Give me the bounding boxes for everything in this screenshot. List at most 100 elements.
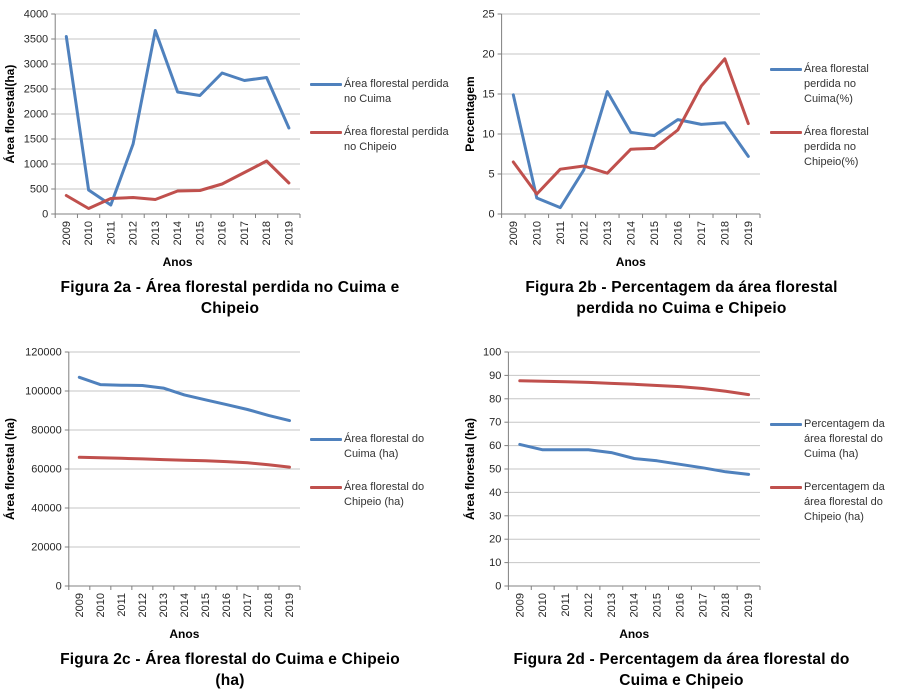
svg-text:2009: 2009 [74, 593, 86, 617]
svg-text:100: 100 [483, 347, 501, 359]
svg-text:2009: 2009 [508, 221, 520, 245]
legend-label: Área florestal do Chipeio (ha) [344, 481, 425, 508]
legend-item: Área florestal perdida no Cuima [310, 77, 456, 107]
figure-2a: 0 500 1000 1500 2000 2500 3000 3500 4000 2009 2010… [0, 0, 460, 338]
legend-line-swatch [770, 68, 802, 72]
svg-text:2013: 2013 [150, 221, 162, 245]
svg-text:2019: 2019 [284, 593, 296, 617]
legend-label: Área florestal do Cuima (ha) [344, 433, 425, 461]
chart-2d-canvas: 0 10 20 30 40 50 60 70 80 90 100 2009 2010 2011 2012 20… [462, 347, 761, 641]
legend-item: Área florestal perdida no Cuima(%) [770, 62, 903, 107]
chart-2c-legend: Área florestal do Cuima (ha) Área florest… [310, 432, 456, 509]
legend-item: Área florestal perdida no Chipeio [310, 125, 456, 155]
svg-text:2012: 2012 [583, 593, 595, 617]
svg-text:2017: 2017 [696, 221, 708, 245]
svg-text:2010: 2010 [95, 593, 107, 617]
legend-item: Área florestal do Chipeio (ha) [310, 480, 456, 510]
svg-text:2014: 2014 [172, 221, 184, 245]
svg-text:40: 40 [489, 487, 501, 499]
svg-text:80: 80 [489, 393, 501, 405]
svg-text:2015: 2015 [200, 593, 212, 617]
svg-text:2011: 2011 [560, 593, 572, 617]
figure-2b-chart-area: 0 5 10 15 20 25 2009 2010 2011 2012 2013 2014 2015 20… [460, 0, 903, 272]
svg-text:4000: 4000 [24, 9, 48, 21]
legend-line-swatch [310, 83, 342, 87]
svg-text:20: 20 [489, 534, 501, 546]
svg-text:2019: 2019 [743, 593, 755, 617]
svg-text:2014: 2014 [625, 221, 637, 245]
svg-text:3500: 3500 [24, 34, 48, 46]
svg-text:2016: 2016 [672, 221, 684, 245]
chart-2a-legend: Área florestal perdida no Cuima Área flor… [310, 77, 456, 154]
svg-text:20: 20 [482, 49, 494, 61]
svg-text:30: 30 [489, 510, 501, 522]
svg-text:2019: 2019 [283, 221, 295, 245]
legend-line-swatch [770, 486, 802, 489]
figure-2a-chart-area: 0 500 1000 1500 2000 2500 3000 3500 4000 2009 2010… [0, 0, 460, 272]
svg-text:500: 500 [30, 184, 48, 196]
svg-text:25: 25 [482, 9, 494, 21]
svg-text:2000: 2000 [24, 109, 48, 121]
svg-text:2013: 2013 [606, 593, 618, 617]
svg-text:2010: 2010 [531, 221, 543, 245]
svg-text:3000: 3000 [24, 59, 48, 71]
svg-text:2011: 2011 [555, 221, 567, 245]
svg-text:1500: 1500 [24, 134, 48, 146]
chart-2c-canvas: 0 20000 40000 60000 80000 100000 120000 2009 201… [2, 347, 301, 641]
svg-text:70: 70 [489, 417, 501, 429]
legend-item: Área florestal perdida no Chipeio(%) [770, 125, 903, 170]
svg-text:60000: 60000 [31, 464, 62, 476]
figure-2d-caption: Figura 2d - Percentagem da área floresta… [513, 651, 850, 689]
svg-text:2009: 2009 [514, 593, 526, 617]
svg-text:2018: 2018 [261, 221, 273, 245]
figure-2d: 0 10 20 30 40 50 60 70 80 90 100 2009 2010 2011 2012 20… [460, 338, 903, 697]
svg-text:2018: 2018 [720, 593, 732, 617]
svg-text:2018: 2018 [719, 221, 731, 245]
svg-text:2500: 2500 [24, 84, 48, 96]
svg-text:80000: 80000 [31, 425, 62, 437]
figure-2c-chart-area: 0 20000 40000 60000 80000 100000 120000 2009 201… [0, 338, 460, 644]
svg-text:100000: 100000 [25, 386, 62, 398]
legend-item: Percentagem da área florestal do Cuima (… [770, 417, 903, 462]
legend-line-swatch [310, 131, 342, 134]
legend-line-swatch [770, 423, 802, 427]
svg-text:5: 5 [488, 169, 494, 181]
legend-label: Área florestal perdida no Cuima(%) [804, 63, 869, 106]
svg-text:2011: 2011 [116, 593, 128, 617]
svg-text:2015: 2015 [652, 593, 664, 617]
svg-text:2013: 2013 [158, 593, 170, 617]
figure-2b: 0 5 10 15 20 25 2009 2010 2011 2012 2013 2014 2015 20… [460, 0, 903, 338]
svg-text:2010: 2010 [83, 221, 95, 245]
svg-text:Percentagem: Percentagem [463, 76, 477, 151]
svg-text:0: 0 [42, 209, 48, 221]
svg-text:40000: 40000 [31, 503, 62, 515]
svg-text:60: 60 [489, 440, 501, 452]
svg-text:120000: 120000 [25, 347, 62, 359]
svg-text:90: 90 [489, 370, 501, 382]
figure-2c-caption: Figura 2c - Área florestal do Cuima e Ch… [60, 651, 400, 689]
legend-label: Área florestal perdida no Cuima [344, 78, 449, 106]
svg-text:2017: 2017 [697, 593, 709, 617]
svg-text:Área florestal(ha): Área florestal(ha) [2, 65, 17, 164]
svg-text:15: 15 [482, 89, 494, 101]
svg-text:2016: 2016 [221, 593, 233, 617]
svg-text:2014: 2014 [629, 593, 641, 617]
legend-label: Área florestal perdida no Chipeio [344, 126, 449, 153]
chart-2a-canvas: 0 500 1000 1500 2000 2500 3000 3500 4000 2009 2010… [2, 9, 301, 269]
legend-label: Percentagem da área florestal do Chipeio… [804, 481, 885, 523]
svg-text:0: 0 [56, 581, 62, 593]
chart-2d-legend: Percentagem da área florestal do Cuima (… [770, 417, 903, 524]
legend-label: Área florestal perdida no Chipeio(%) [804, 126, 869, 168]
svg-text:2017: 2017 [242, 593, 254, 617]
svg-text:2009: 2009 [61, 221, 73, 245]
svg-text:Área florestal (ha): Área florestal (ha) [2, 418, 17, 520]
svg-text:Área florestal (ha): Área florestal (ha) [462, 418, 477, 520]
svg-text:0: 0 [488, 209, 494, 221]
svg-text:2012: 2012 [137, 593, 149, 617]
legend-line-swatch [310, 486, 342, 489]
svg-text:2015: 2015 [194, 221, 206, 245]
svg-text:2016: 2016 [674, 593, 686, 617]
legend-line-swatch [310, 438, 342, 442]
svg-text:2016: 2016 [217, 221, 229, 245]
